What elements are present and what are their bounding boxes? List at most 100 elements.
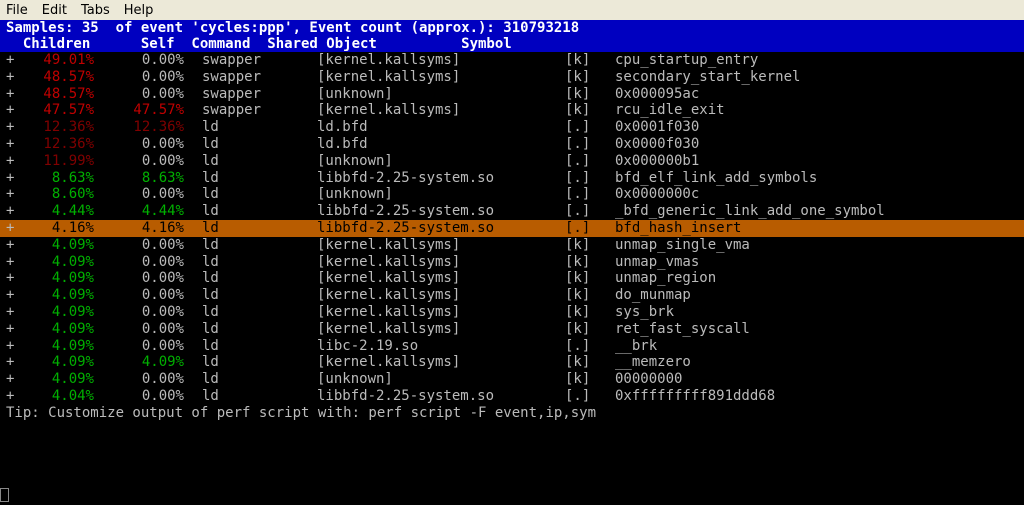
shared-object: [kernel.kallsyms] bbox=[317, 354, 565, 371]
expand-icon[interactable]: + bbox=[6, 170, 20, 187]
children-pct: 4.09% bbox=[20, 321, 94, 338]
expand-icon[interactable]: + bbox=[6, 86, 20, 103]
command: ld bbox=[202, 136, 317, 153]
table-row[interactable]: +4.09%0.00%ld[kernel.kallsyms][k]unmap_s… bbox=[0, 237, 1024, 254]
symbol-name: _bfd_generic_link_add_one_symbol bbox=[615, 203, 1018, 220]
samples-summary: Samples: 35 of event 'cycles:ppp', Event… bbox=[0, 20, 1024, 36]
expand-icon[interactable]: + bbox=[6, 270, 20, 287]
table-row[interactable]: +49.01%0.00%swapper[kernel.kallsyms][k]c… bbox=[0, 52, 1024, 69]
self-pct: 47.57% bbox=[94, 102, 184, 119]
self-pct: 4.16% bbox=[94, 220, 184, 237]
symbol-name: 00000000 bbox=[615, 371, 1018, 388]
shared-object: libbfd-2.25-system.so bbox=[317, 220, 565, 237]
symbol-name: bfd_elf_link_add_symbols bbox=[615, 170, 1018, 187]
expand-icon[interactable]: + bbox=[6, 203, 20, 220]
command: ld bbox=[202, 153, 317, 170]
expand-icon[interactable]: + bbox=[6, 254, 20, 271]
table-row[interactable]: +4.09%0.00%ld[kernel.kallsyms][k]do_munm… bbox=[0, 287, 1024, 304]
expand-icon[interactable]: + bbox=[6, 304, 20, 321]
shared-object: [unknown] bbox=[317, 153, 565, 170]
table-row[interactable]: +4.09%4.09%ld[kernel.kallsyms][k]__memze… bbox=[0, 354, 1024, 371]
self-pct: 0.00% bbox=[94, 321, 184, 338]
symbol-flag: [k] bbox=[565, 69, 615, 86]
shared-object: [unknown] bbox=[317, 371, 565, 388]
perf-rows: +49.01%0.00%swapper[kernel.kallsyms][k]c… bbox=[0, 52, 1024, 405]
command: ld bbox=[202, 304, 317, 321]
expand-icon[interactable]: + bbox=[6, 136, 20, 153]
table-row[interactable]: +4.09%0.00%ld[kernel.kallsyms][k]ret_fas… bbox=[0, 321, 1024, 338]
self-pct: 4.09% bbox=[94, 354, 184, 371]
menu-tabs[interactable]: Tabs bbox=[81, 3, 110, 18]
shared-object: [unknown] bbox=[317, 86, 565, 103]
symbol-name: ret_fast_syscall bbox=[615, 321, 1018, 338]
table-row[interactable]: +4.09%0.00%ld[kernel.kallsyms][k]sys_brk bbox=[0, 304, 1024, 321]
children-pct: 4.16% bbox=[20, 220, 94, 237]
self-pct: 0.00% bbox=[94, 69, 184, 86]
expand-icon[interactable]: + bbox=[6, 237, 20, 254]
children-pct: 4.44% bbox=[20, 203, 94, 220]
expand-icon[interactable]: + bbox=[6, 69, 20, 86]
self-pct: 0.00% bbox=[94, 371, 184, 388]
expand-icon[interactable]: + bbox=[6, 321, 20, 338]
expand-icon[interactable]: + bbox=[6, 371, 20, 388]
command: ld bbox=[202, 170, 317, 187]
table-row[interactable]: +12.36%0.00%ldld.bfd[.]0x0000f030 bbox=[0, 136, 1024, 153]
symbol-name: secondary_start_kernel bbox=[615, 69, 1018, 86]
command: ld bbox=[202, 354, 317, 371]
expand-icon[interactable]: + bbox=[6, 52, 20, 69]
symbol-flag: [k] bbox=[565, 287, 615, 304]
table-row[interactable]: +4.44%4.44%ldlibbfd-2.25-system.so[.]_bf… bbox=[0, 203, 1024, 220]
shared-object: [kernel.kallsyms] bbox=[317, 304, 565, 321]
shared-object: [unknown] bbox=[317, 186, 565, 203]
children-pct: 4.09% bbox=[20, 338, 94, 355]
table-row[interactable]: +11.99%0.00%ld[unknown][.]0x000000b1 bbox=[0, 153, 1024, 170]
menu-help[interactable]: Help bbox=[124, 3, 154, 18]
self-pct: 0.00% bbox=[94, 237, 184, 254]
shared-object: [kernel.kallsyms] bbox=[317, 69, 565, 86]
children-pct: 48.57% bbox=[20, 86, 94, 103]
table-row[interactable]: +4.16%4.16%ldlibbfd-2.25-system.so[.]bfd… bbox=[0, 220, 1024, 237]
menu-file[interactable]: File bbox=[6, 3, 28, 18]
shared-object: libc-2.19.so bbox=[317, 338, 565, 355]
table-row[interactable]: +48.57%0.00%swapper[kernel.kallsyms][k]s… bbox=[0, 69, 1024, 86]
table-row[interactable]: +4.09%0.00%ld[unknown][k]00000000 bbox=[0, 371, 1024, 388]
table-row[interactable]: +47.57%47.57%swapper[kernel.kallsyms][k]… bbox=[0, 102, 1024, 119]
command: ld bbox=[202, 321, 317, 338]
table-row[interactable]: +4.09%0.00%ldlibc-2.19.so[.]__brk bbox=[0, 338, 1024, 355]
expand-icon[interactable]: + bbox=[6, 354, 20, 371]
self-pct: 0.00% bbox=[94, 136, 184, 153]
symbol-name: rcu_idle_exit bbox=[615, 102, 1018, 119]
table-row[interactable]: +4.04%0.00%ldlibbfd-2.25-system.so[.]0xf… bbox=[0, 388, 1024, 405]
shared-object: [kernel.kallsyms] bbox=[317, 102, 565, 119]
command: ld bbox=[202, 270, 317, 287]
table-row[interactable]: +8.60%0.00%ld[unknown][.]0x0000000c bbox=[0, 186, 1024, 203]
expand-icon[interactable]: + bbox=[6, 220, 20, 237]
symbol-name: 0x0000f030 bbox=[615, 136, 1018, 153]
self-pct: 12.36% bbox=[94, 119, 184, 136]
symbol-flag: [.] bbox=[565, 170, 615, 187]
expand-icon[interactable]: + bbox=[6, 119, 20, 136]
expand-icon[interactable]: + bbox=[6, 388, 20, 405]
symbol-name: bfd_hash_insert bbox=[615, 220, 1018, 237]
expand-icon[interactable]: + bbox=[6, 102, 20, 119]
table-row[interactable]: +4.09%0.00%ld[kernel.kallsyms][k]unmap_r… bbox=[0, 270, 1024, 287]
menu-edit[interactable]: Edit bbox=[42, 3, 67, 18]
table-row[interactable]: +4.09%0.00%ld[kernel.kallsyms][k]unmap_v… bbox=[0, 254, 1024, 271]
symbol-flag: [k] bbox=[565, 86, 615, 103]
tip-line: Tip: Customize output of perf script wit… bbox=[0, 405, 1024, 421]
shared-object: [kernel.kallsyms] bbox=[317, 237, 565, 254]
table-row[interactable]: +8.63%8.63%ldlibbfd-2.25-system.so[.]bfd… bbox=[0, 170, 1024, 187]
symbol-flag: [k] bbox=[565, 237, 615, 254]
table-row[interactable]: +12.36%12.36%ldld.bfd[.]0x0001f030 bbox=[0, 119, 1024, 136]
expand-icon[interactable]: + bbox=[6, 338, 20, 355]
children-pct: 4.09% bbox=[20, 237, 94, 254]
self-pct: 8.63% bbox=[94, 170, 184, 187]
self-pct: 0.00% bbox=[94, 388, 184, 405]
command: ld bbox=[202, 203, 317, 220]
table-row[interactable]: +48.57%0.00%swapper[unknown][k]0x000095a… bbox=[0, 86, 1024, 103]
expand-icon[interactable]: + bbox=[6, 186, 20, 203]
expand-icon[interactable]: + bbox=[6, 287, 20, 304]
children-pct: 4.09% bbox=[20, 270, 94, 287]
expand-icon[interactable]: + bbox=[6, 153, 20, 170]
self-pct: 0.00% bbox=[94, 186, 184, 203]
